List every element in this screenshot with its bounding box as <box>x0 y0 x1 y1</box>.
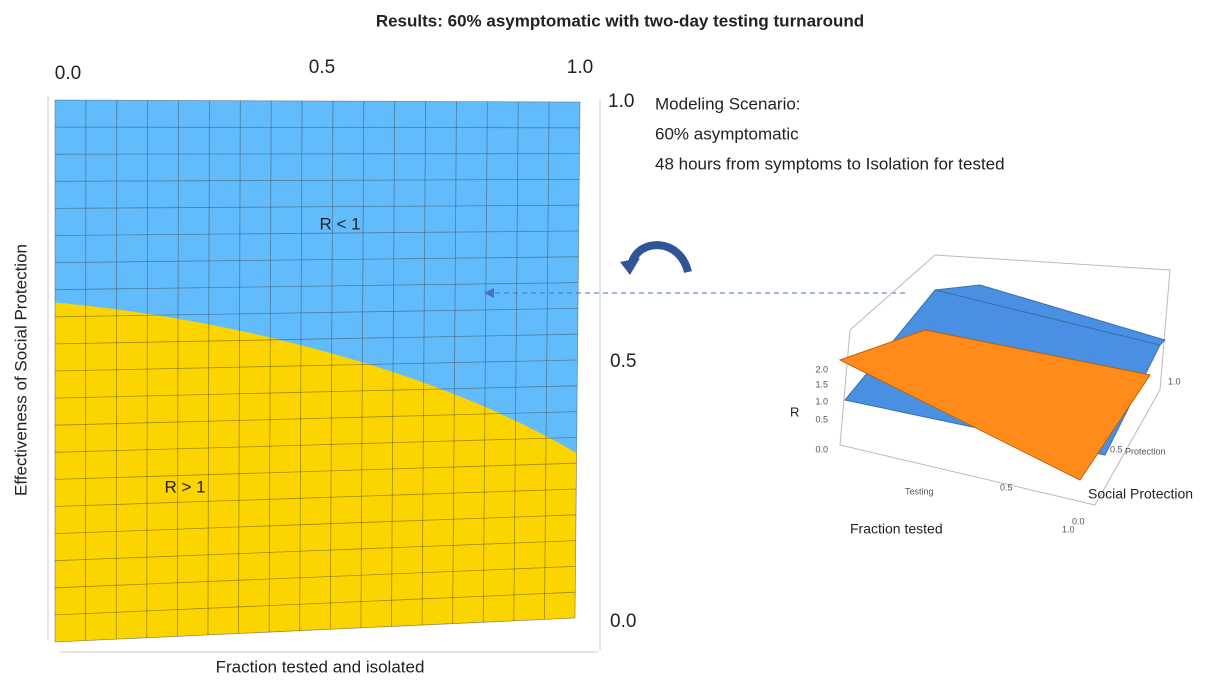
mesh-line <box>54 308 579 318</box>
mesh-line <box>238 100 241 634</box>
inset-label: Protection <box>1125 446 1166 456</box>
inset-tick: 1.0 <box>815 396 828 406</box>
mesh-line <box>54 437 577 453</box>
inset-tick: 0.5 <box>1000 482 1013 492</box>
scenario: 60% asymptomatic <box>655 124 799 143</box>
mesh-line <box>54 617 576 643</box>
scenario: 48 hours from symptoms to Isolation for … <box>655 154 1005 173</box>
inset-tick: 0.0 <box>815 444 828 454</box>
mesh-line <box>54 488 577 507</box>
dashed-arrow <box>484 288 494 298</box>
mesh-line <box>54 514 577 534</box>
inset-tick: 0.5 <box>1110 444 1123 454</box>
mesh-line <box>299 100 303 631</box>
scenario: Modeling Scenario: <box>655 94 801 113</box>
mesh-line <box>54 385 578 399</box>
mesh-line <box>176 100 179 637</box>
mesh-line <box>54 99 581 103</box>
inset-tick: 0.5 <box>815 414 828 424</box>
inset-label: R <box>790 404 799 419</box>
inset-tick: 1.0 <box>1168 376 1181 386</box>
mesh-line <box>574 101 581 619</box>
inset-tick: 1.0 <box>1062 524 1075 534</box>
mesh-line <box>54 256 579 263</box>
mesh-line <box>329 101 334 630</box>
y-label: Effectiveness of Social Protection <box>11 244 30 496</box>
mesh-line <box>54 230 579 236</box>
tick-label: 1.0 <box>608 91 634 112</box>
mesh-line <box>146 100 149 638</box>
mesh-line <box>54 153 580 155</box>
inset-label: Social Protection <box>1088 486 1193 502</box>
rotate-arrow <box>620 258 640 275</box>
mesh-line <box>54 566 576 589</box>
mesh-line <box>421 101 426 626</box>
inset-plot <box>838 254 1171 506</box>
inset-tick: 2.0 <box>815 364 828 374</box>
mesh-line <box>54 462 577 480</box>
mesh-line <box>54 178 580 182</box>
mesh-line <box>54 204 580 209</box>
mesh-line <box>452 101 457 624</box>
mesh-line <box>268 100 272 633</box>
mesh-line <box>54 282 579 291</box>
inset-label: Testing <box>905 486 934 496</box>
mesh-line <box>54 359 578 372</box>
mesh-line <box>54 333 578 345</box>
mesh-line <box>207 100 210 635</box>
tick-label: 1.0 <box>567 57 593 78</box>
mesh-line <box>54 126 580 129</box>
mesh-line <box>360 101 365 628</box>
region-label: R < 1 <box>319 214 360 233</box>
rotate-arrow <box>628 241 692 274</box>
region-label: R > 1 <box>164 477 205 496</box>
plot-surface <box>54 99 581 643</box>
mesh-line <box>513 101 519 621</box>
mesh-line <box>115 100 118 640</box>
mesh-line <box>54 411 578 426</box>
tick-label: 0.5 <box>309 57 335 78</box>
inset-tick: 0.0 <box>1072 516 1085 526</box>
mesh-line <box>544 101 550 620</box>
mesh-line <box>54 591 576 616</box>
mesh-line <box>482 101 488 623</box>
tick-label: 0.5 <box>610 351 636 372</box>
tick-label: 0.0 <box>610 611 636 632</box>
inset-label: Fraction tested <box>850 521 943 537</box>
inset-tick: 1.5 <box>815 379 828 389</box>
mesh-line <box>391 101 396 627</box>
mesh-line <box>54 540 576 562</box>
tick-label: 0.0 <box>55 63 81 84</box>
x-label: Fraction tested and isolated <box>216 657 425 676</box>
title: Results: 60% asymptomatic with two-day t… <box>376 11 864 30</box>
